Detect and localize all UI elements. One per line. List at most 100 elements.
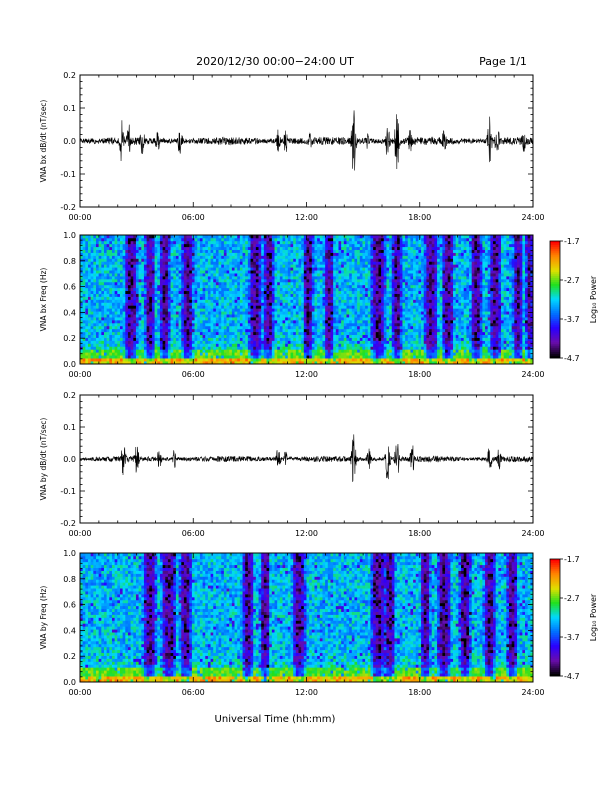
spectrogram-cell: [285, 328, 289, 333]
spectrogram-cell: [301, 243, 305, 248]
spectrogram-cell: [354, 261, 358, 265]
spectrogram-cell: [279, 273, 283, 277]
spectrogram-cell: [135, 249, 139, 253]
spectrogram-cell: [82, 340, 86, 344]
spectrogram-cell: [314, 337, 318, 341]
spectrogram-cell: [359, 325, 363, 330]
spectrogram-cell: [218, 237, 222, 242]
spectrogram-cell: [149, 273, 153, 277]
spectrogram-cell: [290, 240, 294, 245]
spectrogram-cell: [162, 237, 166, 242]
spectrogram-cell: [133, 243, 137, 248]
spectrogram-cell: [301, 276, 305, 280]
spectrogram-cell: [103, 337, 107, 341]
spectrogram-cell: [349, 243, 353, 248]
spectrogram-cell: [93, 264, 97, 268]
y-axis-label: VNA bx dB/dt (nT/sec): [39, 100, 48, 183]
spectrogram-cell: [354, 270, 358, 274]
spectrogram-cell: [98, 346, 102, 350]
spectrogram-cell: [149, 284, 153, 289]
spectrogram-cell: [175, 322, 179, 327]
spectrogram-cell: [181, 243, 185, 248]
spectrogram-cell: [319, 273, 323, 277]
spectrogram-cell: [295, 287, 299, 292]
spectrogram-cell: [343, 240, 347, 245]
spectrogram-cell: [351, 261, 355, 265]
spectrogram-cell: [117, 281, 121, 286]
spectrogram-cell: [269, 337, 273, 341]
spectrogram-cell: [93, 355, 97, 359]
spectrogram-cell: [135, 261, 139, 265]
spectrogram-cell: [343, 273, 347, 277]
spectrogram-cell: [247, 346, 251, 350]
spectrogram-cell: [178, 352, 182, 356]
spectrogram-cell: [98, 340, 102, 344]
spectrogram-cell: [154, 337, 158, 341]
spectrogram-cell: [370, 281, 374, 286]
spectrogram-cell: [293, 246, 297, 251]
spectrogram-cell: [234, 235, 238, 239]
spectrogram-cell: [237, 252, 241, 256]
spectrogram-cell: [295, 302, 299, 306]
spectrogram-cell: [114, 320, 118, 324]
spectrogram-cell: [373, 276, 377, 280]
spectrogram-cell: [351, 328, 355, 333]
spectrogram-cell: [135, 293, 139, 297]
spectrogram-cell: [103, 240, 107, 245]
spectrogram-cell: [181, 305, 185, 309]
spectrogram-cell: [370, 264, 374, 268]
spectrogram-cell: [138, 328, 142, 333]
spectrogram-cell: [215, 302, 219, 306]
spectrogram-cell: [87, 334, 91, 338]
spectrogram-cell: [119, 237, 123, 242]
spectrogram-cell: [367, 249, 371, 253]
spectrogram-cell: [218, 302, 222, 306]
spectrogram-cell: [282, 337, 286, 341]
spectrogram-cell: [106, 249, 110, 253]
spectrogram-cell: [229, 358, 233, 362]
spectrogram-cell: [295, 331, 299, 336]
spectrogram-cell: [314, 261, 318, 265]
spectrogram-cell: [322, 240, 326, 245]
spectrogram-cell: [375, 361, 379, 365]
spectrogram-cell: [309, 290, 313, 294]
spectrogram-cell: [237, 361, 241, 365]
spectrogram-cell: [165, 322, 169, 327]
spectrogram-cell: [343, 237, 347, 242]
spectrogram-cell: [367, 340, 371, 344]
spectrogram-cell: [138, 270, 142, 274]
spectrogram-cell: [215, 296, 219, 300]
spectrogram-cell: [239, 299, 243, 303]
spectrogram-cell: [365, 314, 369, 318]
spectrogram-cell: [285, 317, 289, 321]
spectrogram-cell: [319, 311, 323, 315]
spectrogram-cell: [186, 290, 190, 294]
spectrogram-cell: [362, 325, 366, 330]
spectrogram-cell: [277, 258, 281, 262]
spectrogram-cell: [306, 349, 310, 353]
spectrogram-cell: [215, 293, 219, 297]
spectrogram-cell: [189, 267, 193, 271]
spectrogram-cell: [127, 331, 131, 336]
spectrogram-cell: [138, 299, 142, 303]
spectrogram-cell: [349, 308, 353, 312]
spectrogram-cell: [247, 258, 251, 262]
spectrogram-cell: [333, 264, 337, 268]
spectrogram-cell: [133, 337, 137, 341]
spectrogram-cell: [103, 237, 107, 242]
spectrogram-cell: [250, 308, 254, 312]
spectrogram-cell: [178, 320, 182, 324]
spectrogram-cell: [239, 235, 243, 239]
spectrogram-cell: [178, 340, 182, 344]
spectrogram-cell: [373, 358, 377, 362]
spectrogram-cell: [266, 302, 270, 306]
spectrogram-cell: [346, 270, 350, 274]
spectrogram-cell: [111, 349, 115, 353]
spectrogram-cell: [338, 273, 342, 277]
spectrogram-cell: [271, 276, 275, 280]
spectrogram-cell: [362, 240, 366, 245]
spectrogram-cell: [338, 308, 342, 312]
spectrogram-cell: [122, 305, 126, 309]
spectrogram-cell: [173, 355, 177, 359]
spectrogram-cell: [93, 340, 97, 344]
